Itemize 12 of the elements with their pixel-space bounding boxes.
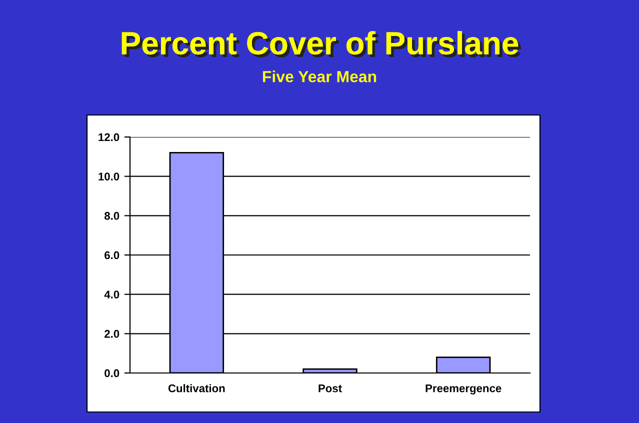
x-tick-label: Preemergence xyxy=(426,384,502,394)
y-tick-label: 10.0 xyxy=(98,172,120,180)
y-tick-label: 2.0 xyxy=(104,330,120,338)
y-tick-label: 6.0 xyxy=(104,251,120,260)
y-tick-label: 12.0 xyxy=(98,133,120,142)
y-tick-label: 0.0 xyxy=(104,369,120,378)
x-tick-label: Post xyxy=(318,384,342,392)
y-tick-label: 4.0 xyxy=(104,290,120,298)
x-tick-label: Cultivation xyxy=(168,384,225,392)
chart-title: Percent Cover of Purslane xyxy=(122,31,521,58)
y-tick-label: 8.0 xyxy=(104,212,120,220)
chart-subtitle: Five Year Mean xyxy=(263,70,376,82)
